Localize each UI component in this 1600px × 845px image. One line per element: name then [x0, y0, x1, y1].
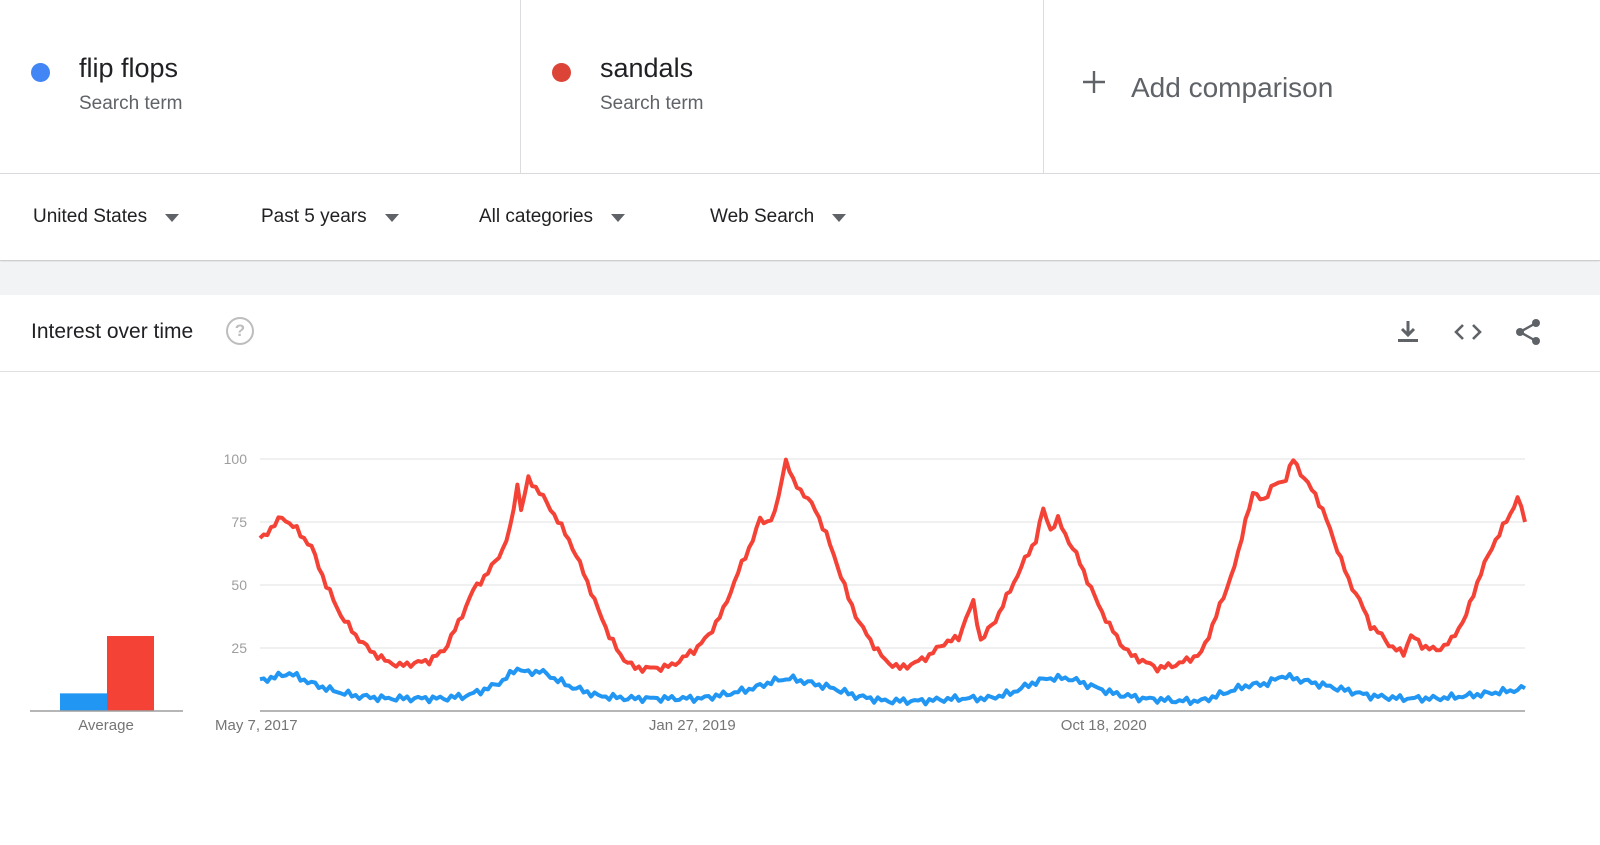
search-property-dropdown[interactable]: Web Search [710, 206, 847, 228]
series-line-flip-flops[interactable] [259, 666, 1527, 707]
term-color-dot [31, 63, 50, 82]
chevron-down-icon[interactable] [611, 214, 626, 222]
section-divider [0, 262, 1600, 295]
add-comparison-button[interactable]: Add comparison [1044, 0, 1600, 173]
download-icon[interactable] [1392, 316, 1424, 348]
average-label: Average [78, 717, 134, 734]
search-property-value[interactable]: Web Search [710, 206, 815, 227]
x-tick-label: Oct 18, 2020 [1061, 717, 1147, 734]
x-tick-label: Jan 27, 2019 [649, 717, 736, 734]
region-value[interactable]: United States [33, 206, 148, 227]
plus-icon[interactable] [1081, 68, 1107, 100]
interest-line-chart: 25 50 75 100 May 7, 2017 Jan 27, 2019 Oct 18, … [215, 451, 1527, 734]
filter-bar: United States Past 5 years All categorie… [0, 174, 1600, 261]
series-line-sandals[interactable] [258, 457, 1527, 674]
add-comparison-label[interactable]: Add comparison [1131, 72, 1334, 103]
average-bar-flip-flops [60, 693, 107, 711]
card-title: Interest over time [31, 320, 194, 343]
help-icon[interactable]: ? [226, 317, 254, 345]
search-term-type: Search term [600, 93, 704, 114]
search-term-card[interactable]: sandals Search term [521, 0, 1044, 173]
search-term-type: Search term [79, 93, 183, 114]
x-tick-label: May 7, 2017 [215, 717, 298, 734]
search-term-card[interactable]: flip flops Search term [0, 0, 521, 173]
time-range-dropdown[interactable]: Past 5 years [261, 206, 399, 228]
chevron-down-icon[interactable] [165, 214, 180, 222]
category-dropdown[interactable]: All categories [479, 206, 626, 228]
y-tick-label: 50 [231, 577, 247, 593]
chevron-down-icon[interactable] [384, 214, 399, 222]
average-bar-sandals [107, 636, 154, 711]
chevron-down-icon[interactable] [832, 214, 847, 222]
search-term-name[interactable]: flip flops [79, 53, 179, 83]
y-tick-label: 75 [231, 514, 247, 530]
term-color-dot [552, 63, 571, 82]
share-icon[interactable] [1512, 316, 1544, 348]
search-term-name[interactable]: sandals [600, 53, 694, 83]
average-bar-chart: Average [30, 636, 183, 734]
interest-over-time-header: Interest over time ? [0, 295, 1600, 372]
y-tick-label: 25 [231, 640, 247, 656]
comparison-bar: flip flops Search term sandals Search te… [0, 0, 1600, 174]
region-dropdown[interactable]: United States [33, 206, 180, 228]
embed-code-icon[interactable] [1452, 316, 1484, 348]
category-value[interactable]: All categories [479, 206, 594, 227]
time-range-value[interactable]: Past 5 years [261, 206, 367, 227]
y-tick-label: 100 [224, 451, 248, 467]
